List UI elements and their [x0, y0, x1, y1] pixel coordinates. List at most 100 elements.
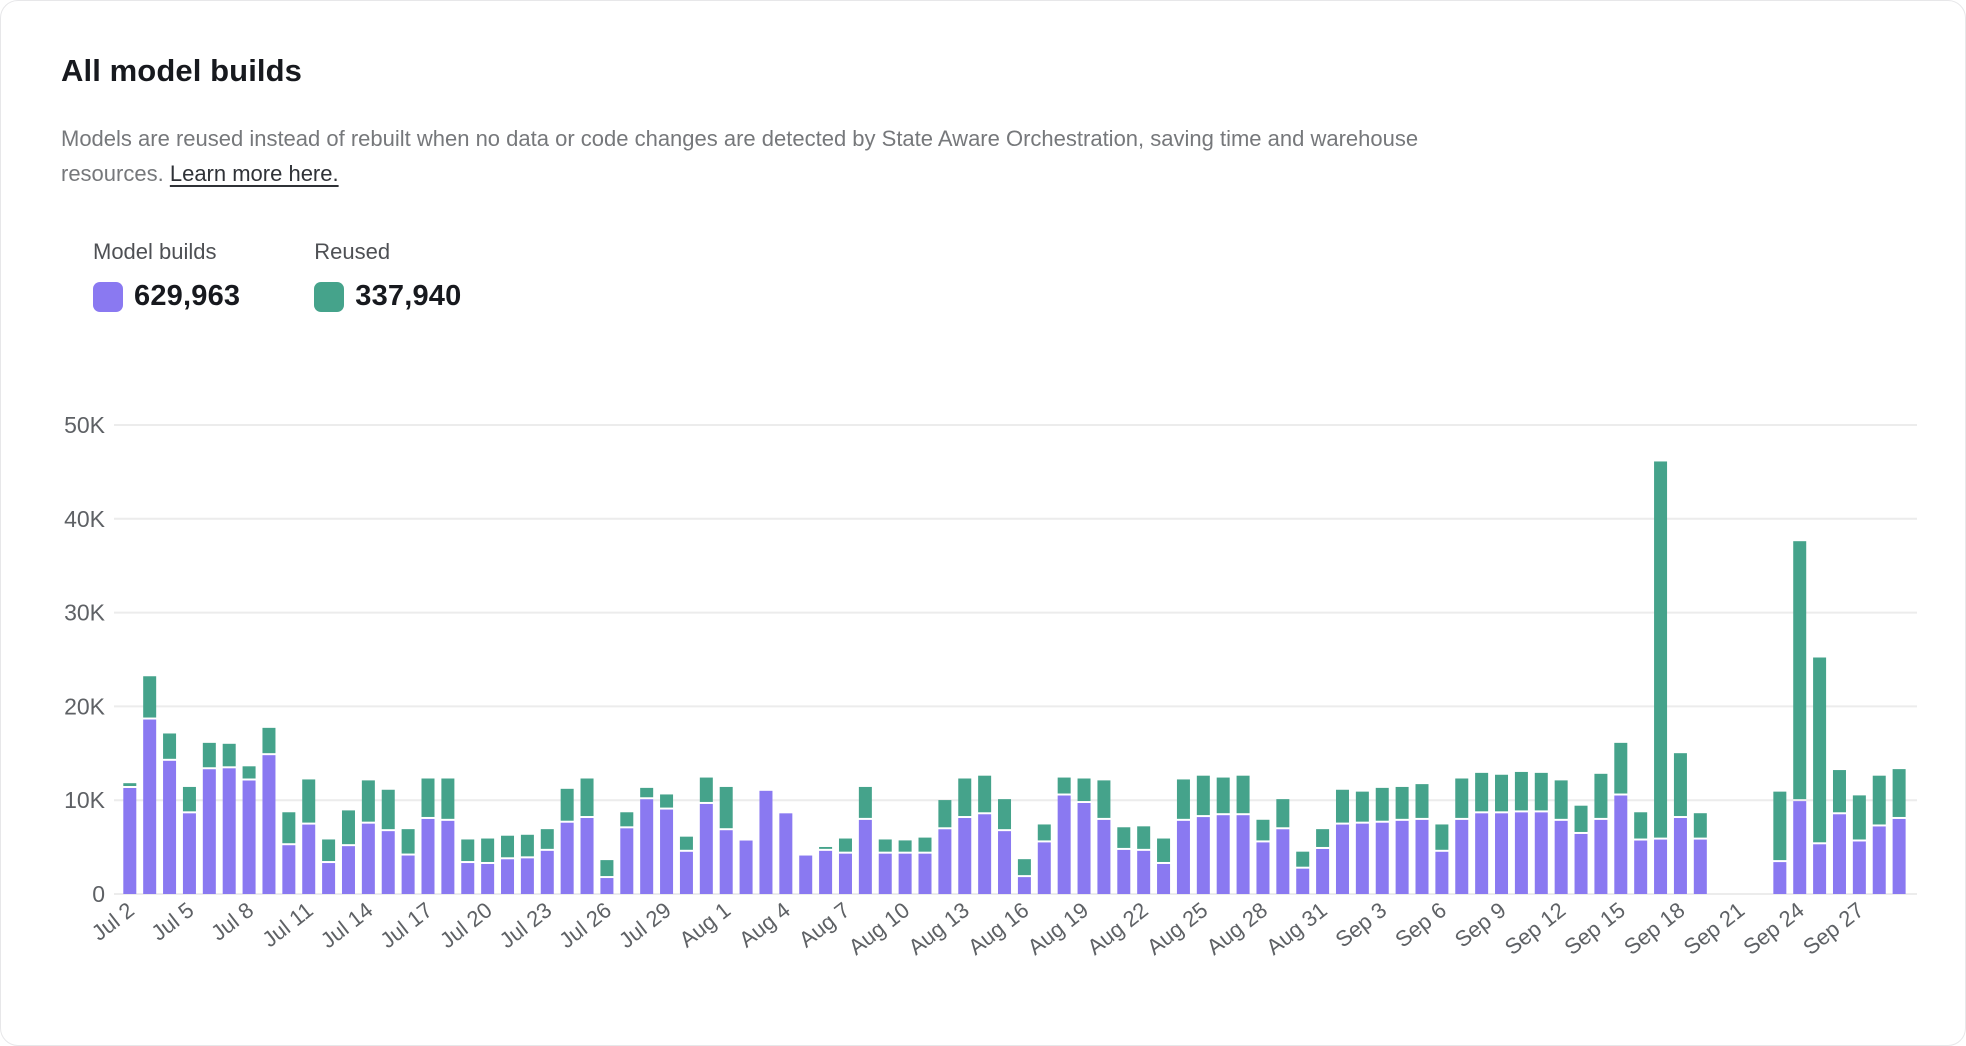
bar-segment-reused[interactable] — [1176, 779, 1190, 819]
bar-segment-model-builds[interactable] — [560, 822, 574, 894]
bar-segment-model-builds[interactable] — [1037, 842, 1051, 894]
bar-segment-reused[interactable] — [1514, 771, 1528, 811]
bar-segment-model-builds[interactable] — [878, 853, 892, 894]
bar-segment-model-builds[interactable] — [361, 823, 375, 894]
bar-segment-reused[interactable] — [202, 742, 216, 768]
bar-segment-reused[interactable] — [1693, 813, 1707, 838]
bar-segment-reused[interactable] — [620, 812, 634, 827]
bar-segment-reused[interactable] — [143, 676, 157, 718]
bar-segment-model-builds[interactable] — [242, 780, 256, 895]
bar-segment-reused[interactable] — [1236, 775, 1250, 814]
bar-segment-reused[interactable] — [1256, 819, 1270, 841]
bar-segment-model-builds[interactable] — [1574, 833, 1588, 894]
bar-segment-reused[interactable] — [858, 786, 872, 818]
bar-segment-reused[interactable] — [381, 789, 395, 830]
bar-segment-model-builds[interactable] — [600, 878, 614, 894]
bar-segment-reused[interactable] — [1196, 775, 1210, 816]
bar-segment-model-builds[interactable] — [1097, 819, 1111, 894]
bar-segment-reused[interactable] — [341, 810, 355, 845]
bar-segment-model-builds[interactable] — [1236, 815, 1250, 894]
bar-segment-model-builds[interactable] — [341, 846, 355, 894]
learn-more-link[interactable]: Learn more here. — [169, 161, 339, 186]
bar-segment-reused[interactable] — [898, 840, 912, 852]
bar-segment-reused[interactable] — [302, 779, 316, 823]
bar-segment-reused[interactable] — [699, 777, 713, 802]
bar-segment-reused[interactable] — [819, 846, 833, 849]
bar-segment-model-builds[interactable] — [580, 818, 594, 894]
bar-segment-model-builds[interactable] — [302, 824, 316, 894]
bar-segment-reused[interactable] — [1654, 461, 1668, 838]
bar-segment-reused[interactable] — [838, 838, 852, 852]
bar-segment-reused[interactable] — [1117, 827, 1131, 848]
bar-segment-reused[interactable] — [1634, 812, 1648, 839]
bar-segment-reused[interactable] — [1773, 791, 1787, 861]
bar-segment-reused[interactable] — [222, 743, 236, 767]
bar-segment-reused[interactable] — [501, 835, 515, 858]
bar-segment-reused[interactable] — [1316, 829, 1330, 847]
bar-segment-model-builds[interactable] — [1256, 842, 1270, 894]
bar-segment-reused[interactable] — [1216, 777, 1230, 814]
bar-segment-model-builds[interactable] — [1832, 814, 1846, 894]
bar-segment-reused[interactable] — [1435, 824, 1449, 850]
bar-segment-model-builds[interactable] — [182, 813, 196, 894]
bar-segment-model-builds[interactable] — [1117, 849, 1131, 894]
bar-segment-reused[interactable] — [163, 733, 177, 759]
bar-segment-model-builds[interactable] — [1176, 820, 1190, 894]
bar-segment-reused[interactable] — [560, 788, 574, 821]
bar-segment-model-builds[interactable] — [1673, 818, 1687, 894]
bar-segment-model-builds[interactable] — [143, 719, 157, 894]
bar-segment-model-builds[interactable] — [222, 768, 236, 894]
bar-segment-model-builds[interactable] — [660, 809, 674, 894]
bar-segment-model-builds[interactable] — [1335, 824, 1349, 894]
bar-segment-model-builds[interactable] — [1594, 819, 1608, 894]
bar-segment-model-builds[interactable] — [1276, 829, 1290, 894]
bar-segment-model-builds[interactable] — [401, 855, 415, 894]
bar-segment-model-builds[interactable] — [998, 831, 1012, 894]
bar-segment-model-builds[interactable] — [322, 863, 336, 894]
bar-segment-reused[interactable] — [1037, 824, 1051, 841]
bar-segment-reused[interactable] — [1614, 742, 1628, 794]
bar-segment-model-builds[interactable] — [1534, 812, 1548, 894]
bar-segment-model-builds[interactable] — [1455, 819, 1469, 894]
bar-segment-model-builds[interactable] — [1495, 813, 1509, 894]
bar-segment-model-builds[interactable] — [739, 840, 753, 894]
bar-segment-reused[interactable] — [600, 860, 614, 877]
bar-segment-model-builds[interactable] — [1296, 868, 1310, 894]
bar-segment-model-builds[interactable] — [719, 830, 733, 894]
bar-segment-model-builds[interactable] — [1017, 877, 1031, 894]
bar-segment-reused[interactable] — [540, 829, 554, 849]
bar-segment-model-builds[interactable] — [918, 853, 932, 894]
bar-segment-reused[interactable] — [182, 786, 196, 812]
bar-segment-model-builds[interactable] — [1077, 803, 1091, 894]
bar-segment-reused[interactable] — [242, 766, 256, 779]
bar-segment-reused[interactable] — [1495, 774, 1509, 812]
bar-segment-reused[interactable] — [1852, 795, 1866, 840]
bar-segment-reused[interactable] — [1097, 780, 1111, 818]
bar-segment-reused[interactable] — [421, 778, 435, 817]
bar-segment-model-builds[interactable] — [1872, 826, 1886, 894]
bar-segment-model-builds[interactable] — [421, 818, 435, 894]
bar-segment-reused[interactable] — [580, 778, 594, 817]
bar-segment-reused[interactable] — [1892, 769, 1906, 817]
bar-segment-reused[interactable] — [1455, 778, 1469, 818]
bar-segment-model-builds[interactable] — [1216, 815, 1230, 894]
bar-segment-model-builds[interactable] — [1654, 839, 1668, 894]
bar-segment-model-builds[interactable] — [1415, 819, 1429, 894]
bar-segment-model-builds[interactable] — [1514, 812, 1528, 894]
bar-segment-reused[interactable] — [1375, 787, 1389, 821]
bar-segment-model-builds[interactable] — [202, 769, 216, 894]
bar-segment-model-builds[interactable] — [1475, 813, 1489, 894]
bar-segment-reused[interactable] — [1057, 777, 1071, 794]
bar-segment-reused[interactable] — [1554, 780, 1568, 819]
bar-segment-model-builds[interactable] — [620, 828, 634, 894]
bar-segment-reused[interactable] — [1395, 786, 1409, 819]
bar-segment-model-builds[interactable] — [501, 859, 515, 894]
bar-segment-model-builds[interactable] — [481, 863, 495, 894]
bar-segment-reused[interactable] — [1872, 775, 1886, 825]
bar-segment-reused[interactable] — [1157, 838, 1171, 862]
bar-segment-model-builds[interactable] — [819, 850, 833, 894]
bar-segment-model-builds[interactable] — [679, 851, 693, 894]
bar-segment-reused[interactable] — [262, 727, 276, 754]
bar-segment-reused[interactable] — [878, 839, 892, 852]
bar-segment-model-builds[interactable] — [1634, 840, 1648, 894]
